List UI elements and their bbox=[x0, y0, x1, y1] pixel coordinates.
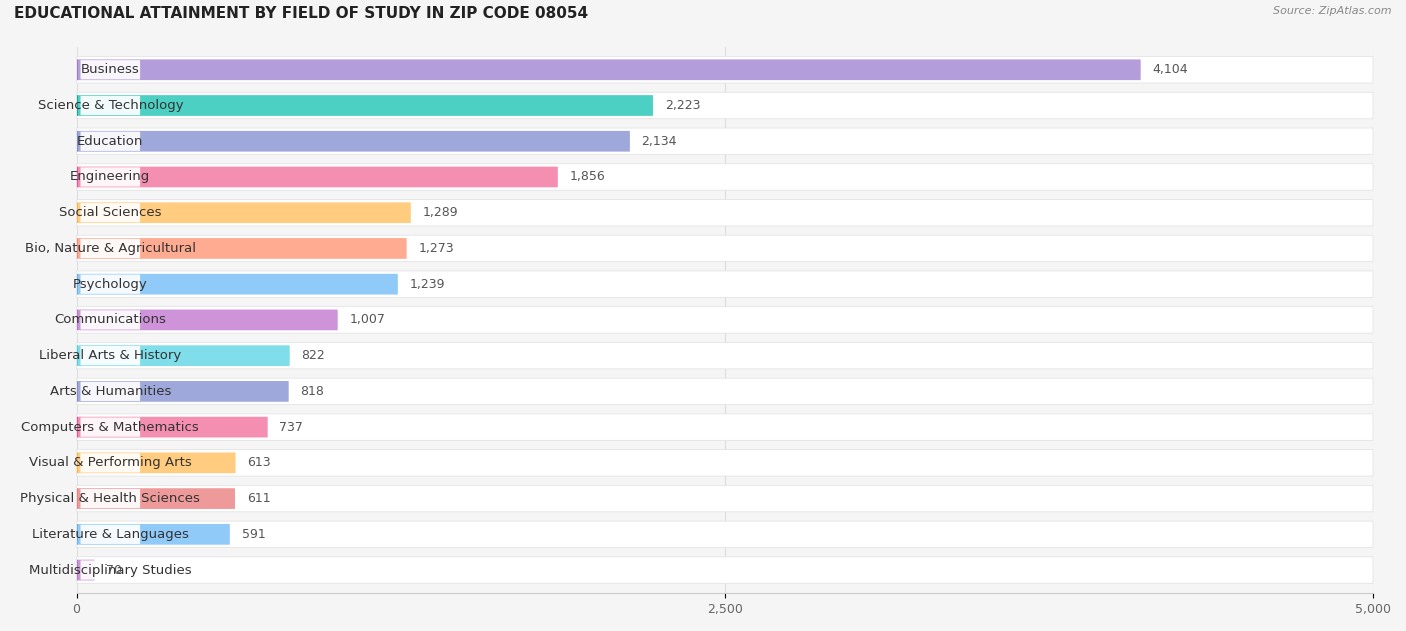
Text: Visual & Performing Arts: Visual & Performing Arts bbox=[30, 456, 191, 469]
FancyBboxPatch shape bbox=[76, 307, 1374, 333]
FancyBboxPatch shape bbox=[80, 96, 141, 115]
Text: Science & Technology: Science & Technology bbox=[38, 99, 183, 112]
FancyBboxPatch shape bbox=[80, 382, 141, 401]
FancyBboxPatch shape bbox=[76, 416, 267, 437]
FancyBboxPatch shape bbox=[76, 59, 1140, 80]
FancyBboxPatch shape bbox=[76, 452, 236, 473]
Text: Computers & Mathematics: Computers & Mathematics bbox=[21, 421, 200, 433]
FancyBboxPatch shape bbox=[80, 203, 141, 222]
FancyBboxPatch shape bbox=[76, 235, 1374, 262]
FancyBboxPatch shape bbox=[80, 274, 141, 294]
FancyBboxPatch shape bbox=[80, 418, 141, 437]
FancyBboxPatch shape bbox=[76, 310, 337, 330]
Text: 1,273: 1,273 bbox=[419, 242, 454, 255]
FancyBboxPatch shape bbox=[76, 485, 1374, 512]
Text: 2,223: 2,223 bbox=[665, 99, 700, 112]
FancyBboxPatch shape bbox=[80, 60, 141, 80]
Text: EDUCATIONAL ATTAINMENT BY FIELD OF STUDY IN ZIP CODE 08054: EDUCATIONAL ATTAINMENT BY FIELD OF STUDY… bbox=[14, 6, 588, 21]
Text: 1,289: 1,289 bbox=[422, 206, 458, 219]
Text: Bio, Nature & Agricultural: Bio, Nature & Agricultural bbox=[25, 242, 195, 255]
Text: Engineering: Engineering bbox=[70, 170, 150, 184]
FancyBboxPatch shape bbox=[80, 310, 141, 329]
Text: Multidisciplinary Studies: Multidisciplinary Studies bbox=[30, 563, 191, 577]
FancyBboxPatch shape bbox=[80, 453, 141, 473]
FancyBboxPatch shape bbox=[76, 164, 1374, 190]
FancyBboxPatch shape bbox=[80, 346, 141, 365]
FancyBboxPatch shape bbox=[76, 488, 235, 509]
Text: 613: 613 bbox=[247, 456, 271, 469]
FancyBboxPatch shape bbox=[76, 381, 288, 402]
Text: 737: 737 bbox=[280, 421, 304, 433]
Text: 70: 70 bbox=[107, 563, 122, 577]
FancyBboxPatch shape bbox=[80, 239, 141, 258]
Text: 818: 818 bbox=[301, 385, 325, 398]
Text: 1,239: 1,239 bbox=[409, 278, 446, 291]
FancyBboxPatch shape bbox=[80, 560, 141, 580]
Text: 591: 591 bbox=[242, 528, 266, 541]
Text: 4,104: 4,104 bbox=[1153, 63, 1188, 76]
FancyBboxPatch shape bbox=[76, 95, 652, 116]
FancyBboxPatch shape bbox=[76, 131, 630, 151]
FancyBboxPatch shape bbox=[76, 274, 398, 295]
FancyBboxPatch shape bbox=[76, 271, 1374, 297]
Text: Liberal Arts & History: Liberal Arts & History bbox=[39, 349, 181, 362]
Text: 1,856: 1,856 bbox=[569, 170, 605, 184]
FancyBboxPatch shape bbox=[76, 560, 94, 581]
FancyBboxPatch shape bbox=[76, 345, 290, 366]
FancyBboxPatch shape bbox=[76, 521, 1374, 548]
FancyBboxPatch shape bbox=[76, 450, 1374, 476]
Text: Education: Education bbox=[77, 135, 143, 148]
Text: Business: Business bbox=[82, 63, 139, 76]
FancyBboxPatch shape bbox=[76, 203, 411, 223]
Text: 2,134: 2,134 bbox=[641, 135, 678, 148]
FancyBboxPatch shape bbox=[76, 57, 1374, 83]
Text: Arts & Humanities: Arts & Humanities bbox=[49, 385, 172, 398]
FancyBboxPatch shape bbox=[76, 199, 1374, 226]
FancyBboxPatch shape bbox=[76, 557, 1374, 583]
Text: 1,007: 1,007 bbox=[349, 314, 385, 326]
Text: Source: ZipAtlas.com: Source: ZipAtlas.com bbox=[1274, 6, 1392, 16]
Text: 822: 822 bbox=[301, 349, 325, 362]
FancyBboxPatch shape bbox=[80, 167, 141, 187]
Text: Communications: Communications bbox=[55, 314, 166, 326]
FancyBboxPatch shape bbox=[76, 343, 1374, 369]
Text: Psychology: Psychology bbox=[73, 278, 148, 291]
FancyBboxPatch shape bbox=[76, 524, 229, 545]
FancyBboxPatch shape bbox=[80, 489, 141, 508]
FancyBboxPatch shape bbox=[76, 378, 1374, 404]
FancyBboxPatch shape bbox=[76, 92, 1374, 119]
FancyBboxPatch shape bbox=[80, 132, 141, 151]
Text: Literature & Languages: Literature & Languages bbox=[32, 528, 188, 541]
FancyBboxPatch shape bbox=[76, 238, 406, 259]
FancyBboxPatch shape bbox=[76, 167, 558, 187]
FancyBboxPatch shape bbox=[80, 524, 141, 544]
Text: Social Sciences: Social Sciences bbox=[59, 206, 162, 219]
Text: Physical & Health Sciences: Physical & Health Sciences bbox=[20, 492, 200, 505]
FancyBboxPatch shape bbox=[76, 414, 1374, 440]
FancyBboxPatch shape bbox=[76, 128, 1374, 155]
Text: 611: 611 bbox=[246, 492, 270, 505]
